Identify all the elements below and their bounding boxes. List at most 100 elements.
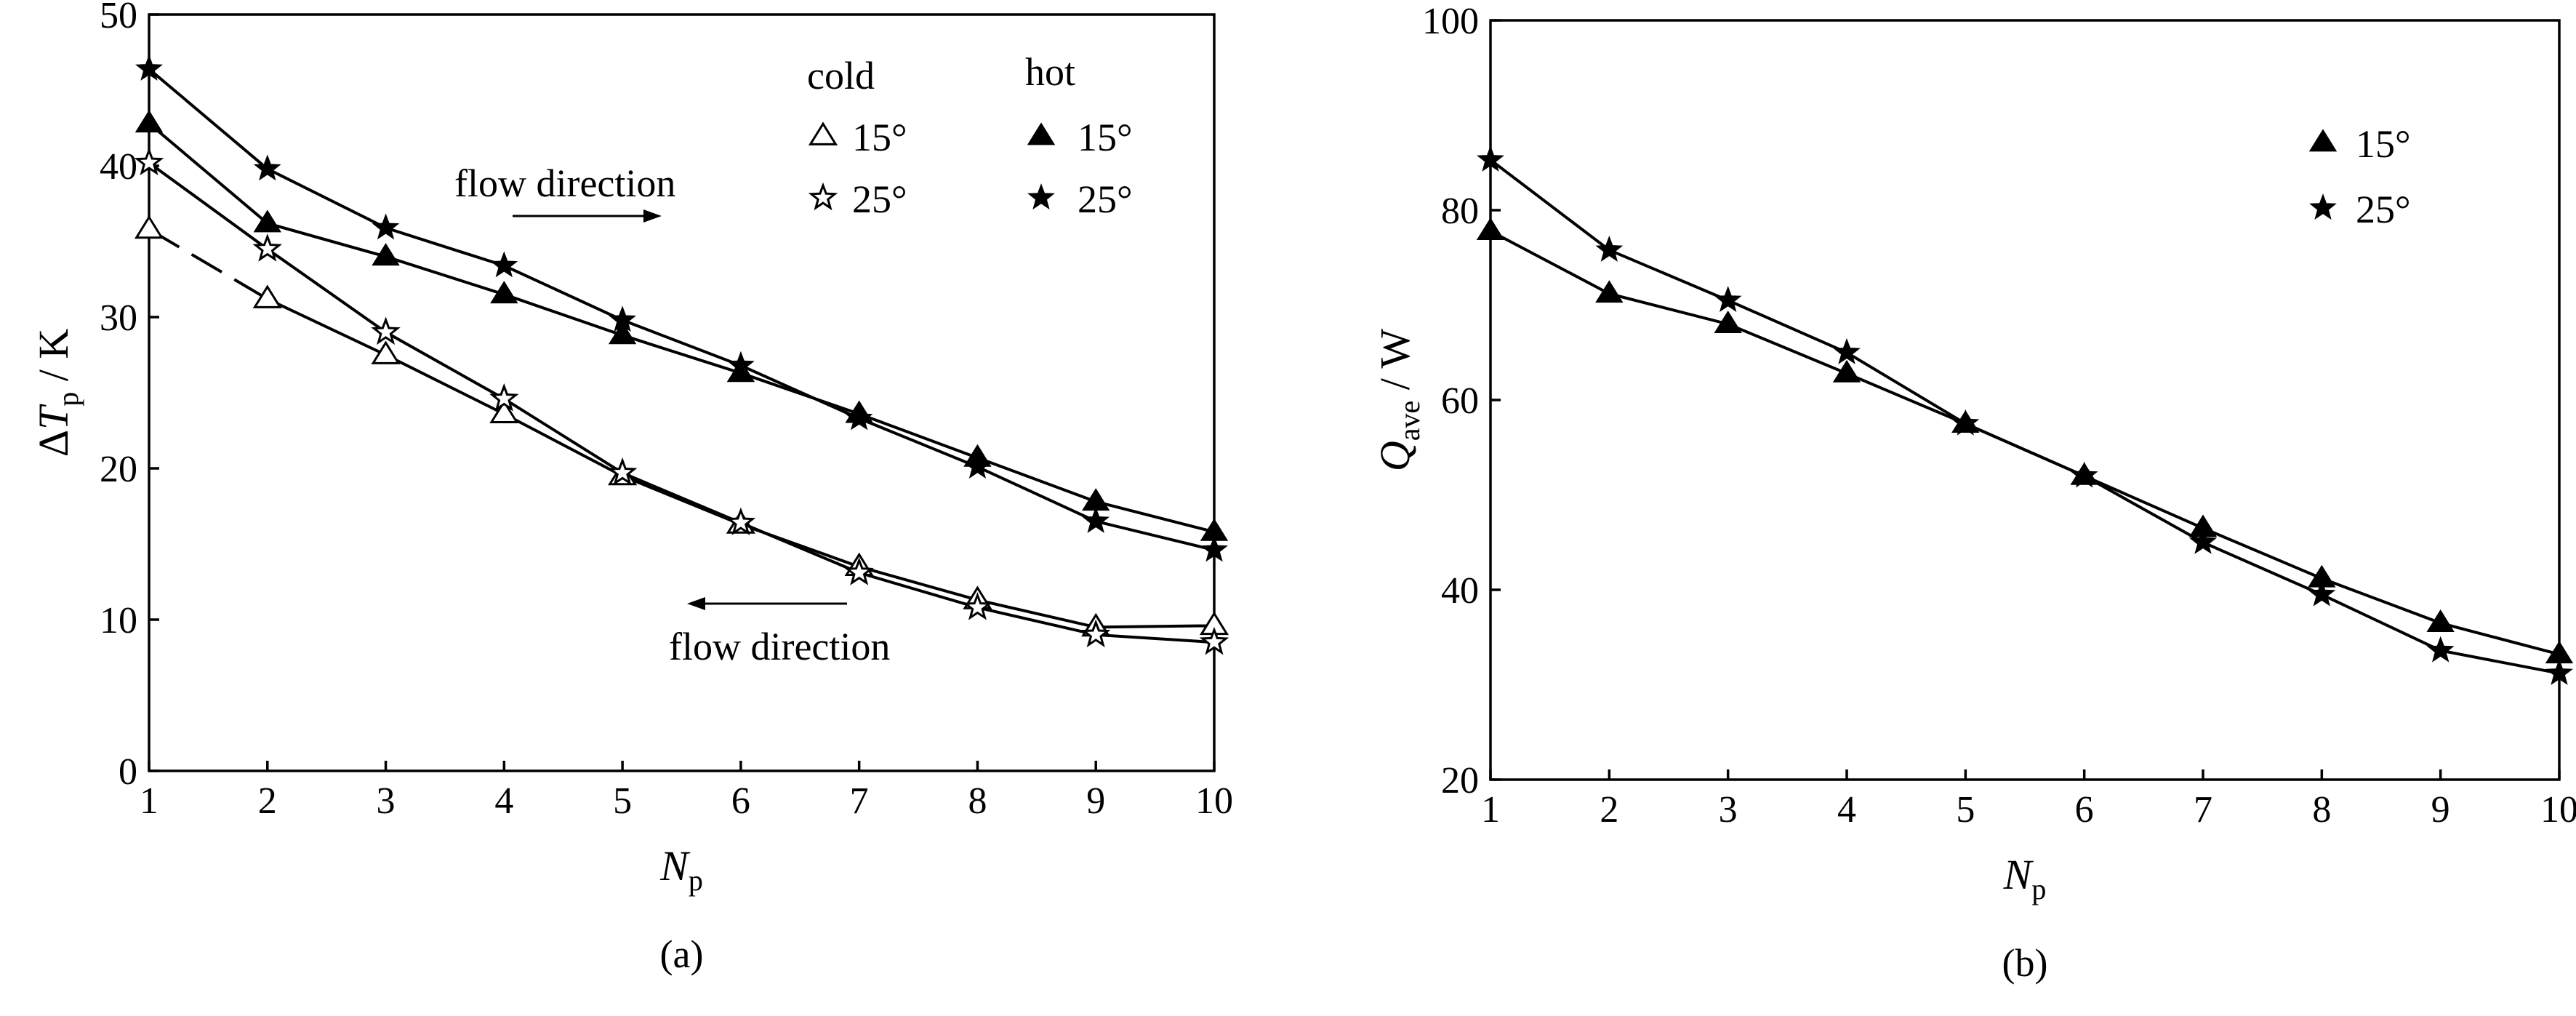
data-point-marker [1595,235,1624,262]
data-point-marker [371,316,401,345]
data-point-marker [134,147,164,176]
data-point-marker [1595,280,1624,303]
series-line [1489,159,2560,675]
x-tick-label: 1 [140,780,159,822]
data-point-marker [726,507,756,536]
data-point-marker [1714,286,1742,313]
legend-marker [1027,122,1056,145]
x-tick-label: 1 [1481,789,1500,831]
panel-a: 1 2 3 4 5 6 7 8 9 10 0 10 20 30 40 50 Np ΔTp / K (a) cold ho… [30,0,1233,976]
y-tick-label: 80 [1441,191,1479,232]
x-tick-label: 8 [2312,789,2331,831]
x-tick-label: 5 [613,780,632,822]
legend-marker [808,182,838,211]
y-tick-label: 40 [1441,570,1479,612]
x-tick-label: 6 [731,780,750,822]
data-point-marker [490,281,518,304]
legend-marker [808,121,838,145]
x-tick-label: 10 [1195,780,1233,822]
data-point-marker [1476,217,1505,241]
legend-label: 15° [2356,122,2411,166]
series-line-dashed-segment [148,228,268,300]
y-tick-label: 0 [119,751,137,793]
y-tick-label: 40 [100,146,137,188]
panel-b: 1 2 3 4 5 6 7 8 9 10 20 40 60 80 100 Np Qave / W (b) 15° 25… [1371,1,2576,985]
data-point-marker [134,215,164,239]
y-axis-label: Qave / W [1371,329,1426,471]
data-point-marker [1199,626,1229,655]
data-point-marker [2426,636,2455,663]
legend-label: 25° [1078,177,1133,221]
x-tick-label: 4 [1837,789,1856,831]
data-point-marker [489,383,519,412]
data-point-marker [1200,535,1228,562]
arrow-right-head [643,209,662,223]
y-tick-label: 10 [100,600,137,641]
data-point-marker [845,404,873,431]
data-point-marker [1714,310,1742,333]
data-point-marker [371,340,401,364]
y-tick-label: 30 [100,297,137,339]
legend-marker [2308,129,2338,152]
x-tick-label: 7 [850,780,869,822]
legend-label: 15° [1078,116,1133,159]
series-line [148,161,1215,644]
data-point-marker [252,233,282,262]
plot-frame [148,13,1216,772]
data-point-marker [135,55,163,81]
data-point-marker [963,452,992,479]
annotation-flow-direction-hot: flow direction [454,161,675,205]
data-point-marker [2070,461,2098,488]
x-tick-label: 7 [2194,789,2212,831]
legend-header-hot: hot [1025,50,1075,94]
legend-header-cold: cold [807,54,875,97]
data-point-marker [1833,337,1861,364]
x-tick-label: 9 [2431,789,2450,831]
series-line [1490,229,2560,656]
series-line [266,297,1215,629]
x-axis-label: Np [2003,851,2047,905]
x-tick-label: 2 [258,780,277,822]
data-point-marker [2545,658,2573,685]
x-tick-label: 8 [968,780,987,822]
legend-label: 15° [852,116,907,159]
data-point-marker [253,154,281,181]
series-line [148,122,1215,534]
data-point-marker [1081,619,1111,648]
data-point-marker [844,557,874,585]
x-tick-label: 3 [377,780,396,822]
panel-caption: (b) [2002,941,2048,985]
data-point-marker [2308,580,2336,607]
legend-label: 25° [2356,188,2411,231]
data-point-marker [2189,527,2217,554]
annotation-flow-direction-cold: flow direction [669,625,890,668]
data-point-marker [2426,609,2455,633]
legend-marker [2309,193,2337,220]
series-line [148,68,1215,552]
x-tick-label: 4 [494,780,513,822]
y-axis-label: ΔTp / K [30,329,84,457]
arrow-left-head [687,597,705,610]
x-tick-label: 2 [1600,789,1618,831]
data-point-marker [252,284,282,308]
data-point-marker [490,251,518,278]
legend-label: 25° [852,177,907,221]
data-point-marker [253,209,281,233]
x-axis-label: Np [659,842,703,897]
legend-marker [1027,183,1055,210]
data-point-marker [1951,409,1980,436]
x-tick-label: 3 [1719,789,1738,831]
data-point-marker [135,110,164,133]
data-point-marker [1477,145,1504,172]
x-tick-label: 5 [1956,789,1975,831]
data-point-marker [1832,359,1861,383]
x-tick-label: 10 [2540,789,2576,831]
y-tick-label: 60 [1441,380,1479,422]
data-point-marker [372,243,400,266]
data-point-marker [608,321,637,345]
data-point-marker [609,305,637,332]
data-point-marker [372,213,400,240]
y-tick-label: 20 [100,449,137,490]
y-tick-label: 20 [1441,760,1479,801]
